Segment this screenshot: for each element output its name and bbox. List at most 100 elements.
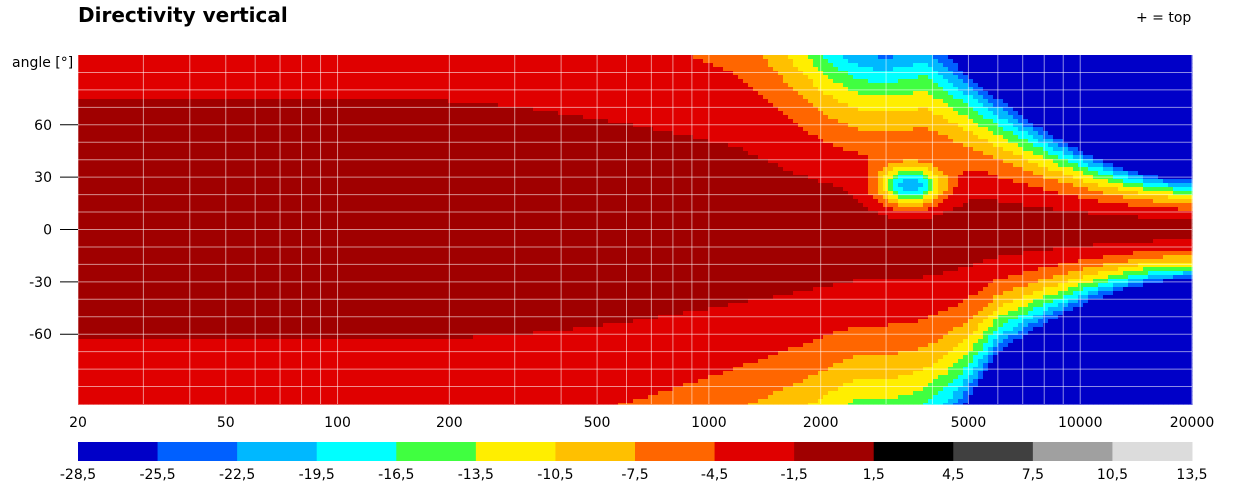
heatmap-cell: [103, 163, 109, 168]
heatmap-cell: [113, 255, 119, 260]
heatmap-cell: [268, 251, 274, 256]
heatmap-cell: [358, 275, 364, 280]
heatmap-cell: [208, 395, 214, 400]
heatmap-cell: [233, 399, 239, 404]
heatmap-cell: [338, 235, 344, 240]
heatmap-cell: [123, 75, 129, 80]
heatmap-cell: [173, 247, 179, 252]
heatmap-cell: [123, 319, 129, 324]
heatmap-cell: [243, 327, 249, 332]
heatmap-cell: [353, 119, 359, 124]
heatmap-cell: [113, 135, 119, 140]
heatmap-cell: [158, 315, 164, 320]
heatmap-cell: [198, 399, 204, 404]
heatmap-cell: [288, 235, 294, 240]
heatmap-cell: [258, 251, 264, 256]
heatmap-cell: [273, 59, 279, 64]
heatmap-cell: [178, 287, 184, 292]
heatmap-cell: [273, 207, 279, 212]
heatmap-cell: [173, 395, 179, 400]
heatmap-cell: [208, 239, 214, 244]
heatmap-cell: [308, 83, 314, 88]
heatmap-cell: [258, 87, 264, 92]
heatmap-cell: [123, 195, 129, 200]
heatmap-cell: [158, 135, 164, 140]
heatmap-cell: [358, 315, 364, 320]
heatmap-cell: [248, 119, 254, 124]
heatmap-cell: [208, 255, 214, 260]
heatmap-cell: [308, 219, 314, 224]
heatmap-cell: [198, 183, 204, 188]
heatmap-cell: [98, 275, 104, 280]
heatmap-cell: [278, 87, 284, 92]
heatmap-cell: [308, 251, 314, 256]
heatmap-cell: [113, 119, 119, 124]
heatmap-cell: [148, 247, 154, 252]
heatmap-cell: [203, 399, 209, 404]
heatmap-cell: [128, 71, 134, 76]
heatmap-cell: [343, 287, 349, 292]
heatmap-cell: [188, 147, 194, 152]
heatmap-cell: [213, 403, 219, 405]
heatmap-cell: [328, 259, 334, 264]
heatmap-cell: [303, 267, 309, 272]
heatmap-cell: [353, 55, 359, 60]
heatmap-cell: [148, 111, 154, 116]
heatmap-cell: [348, 151, 354, 156]
heatmap-cell: [148, 331, 154, 336]
heatmap-cell: [218, 391, 224, 396]
heatmap-cell: [338, 355, 344, 360]
heatmap-cell: [218, 119, 224, 124]
heatmap-cell: [178, 391, 184, 396]
heatmap-cell: [298, 303, 304, 308]
heatmap-cell: [323, 119, 329, 124]
heatmap-cell: [233, 267, 239, 272]
heatmap-cell: [253, 131, 259, 136]
heatmap-cell: [153, 275, 159, 280]
heatmap-cell: [353, 403, 359, 405]
heatmap-cell: [273, 75, 279, 80]
heatmap-cell: [113, 391, 119, 396]
heatmap-cell: [173, 391, 179, 396]
heatmap-cell: [348, 131, 354, 136]
heatmap-cell: [358, 239, 364, 244]
heatmap-cell: [178, 87, 184, 92]
heatmap-cell: [273, 155, 279, 160]
heatmap-cell: [288, 399, 294, 404]
heatmap-cell: [358, 91, 364, 96]
heatmap-cell: [283, 319, 289, 324]
heatmap-cell: [158, 399, 164, 404]
heatmap-cell: [258, 71, 264, 76]
heatmap-cell: [338, 335, 344, 340]
heatmap-cell: [218, 379, 224, 384]
heatmap-cell: [98, 307, 104, 312]
heatmap-cell: [163, 319, 169, 324]
heatmap-cell: [213, 275, 219, 280]
heatmap-cell: [148, 207, 154, 212]
heatmap-cell: [293, 59, 299, 64]
heatmap-cell: [213, 135, 219, 140]
heatmap-cell: [238, 263, 244, 268]
heatmap-cell: [218, 323, 224, 328]
heatmap-cell: [338, 207, 344, 212]
heatmap-cell: [78, 319, 84, 324]
heatmap-cell: [173, 335, 179, 340]
heatmap-cell: [308, 263, 314, 268]
heatmap-cell: [343, 195, 349, 200]
heatmap-cell: [193, 151, 199, 156]
heatmap-cell: [348, 379, 354, 384]
heatmap-cell: [298, 127, 304, 132]
heatmap-cell: [198, 67, 204, 72]
heatmap-cell: [138, 307, 144, 312]
heatmap-cell: [263, 207, 269, 212]
heatmap-cell: [168, 283, 174, 288]
heatmap-cell: [233, 207, 239, 212]
heatmap-cell: [98, 215, 104, 220]
heatmap-cell: [263, 387, 269, 392]
heatmap-cell: [253, 203, 259, 208]
heatmap-cell: [178, 151, 184, 156]
heatmap-cell: [248, 183, 254, 188]
heatmap-cell: [273, 347, 279, 352]
heatmap-cell: [303, 335, 309, 340]
heatmap-cell: [258, 179, 264, 184]
